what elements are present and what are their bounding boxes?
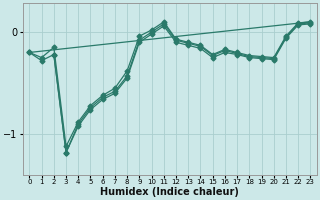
X-axis label: Humidex (Indice chaleur): Humidex (Indice chaleur): [100, 187, 239, 197]
